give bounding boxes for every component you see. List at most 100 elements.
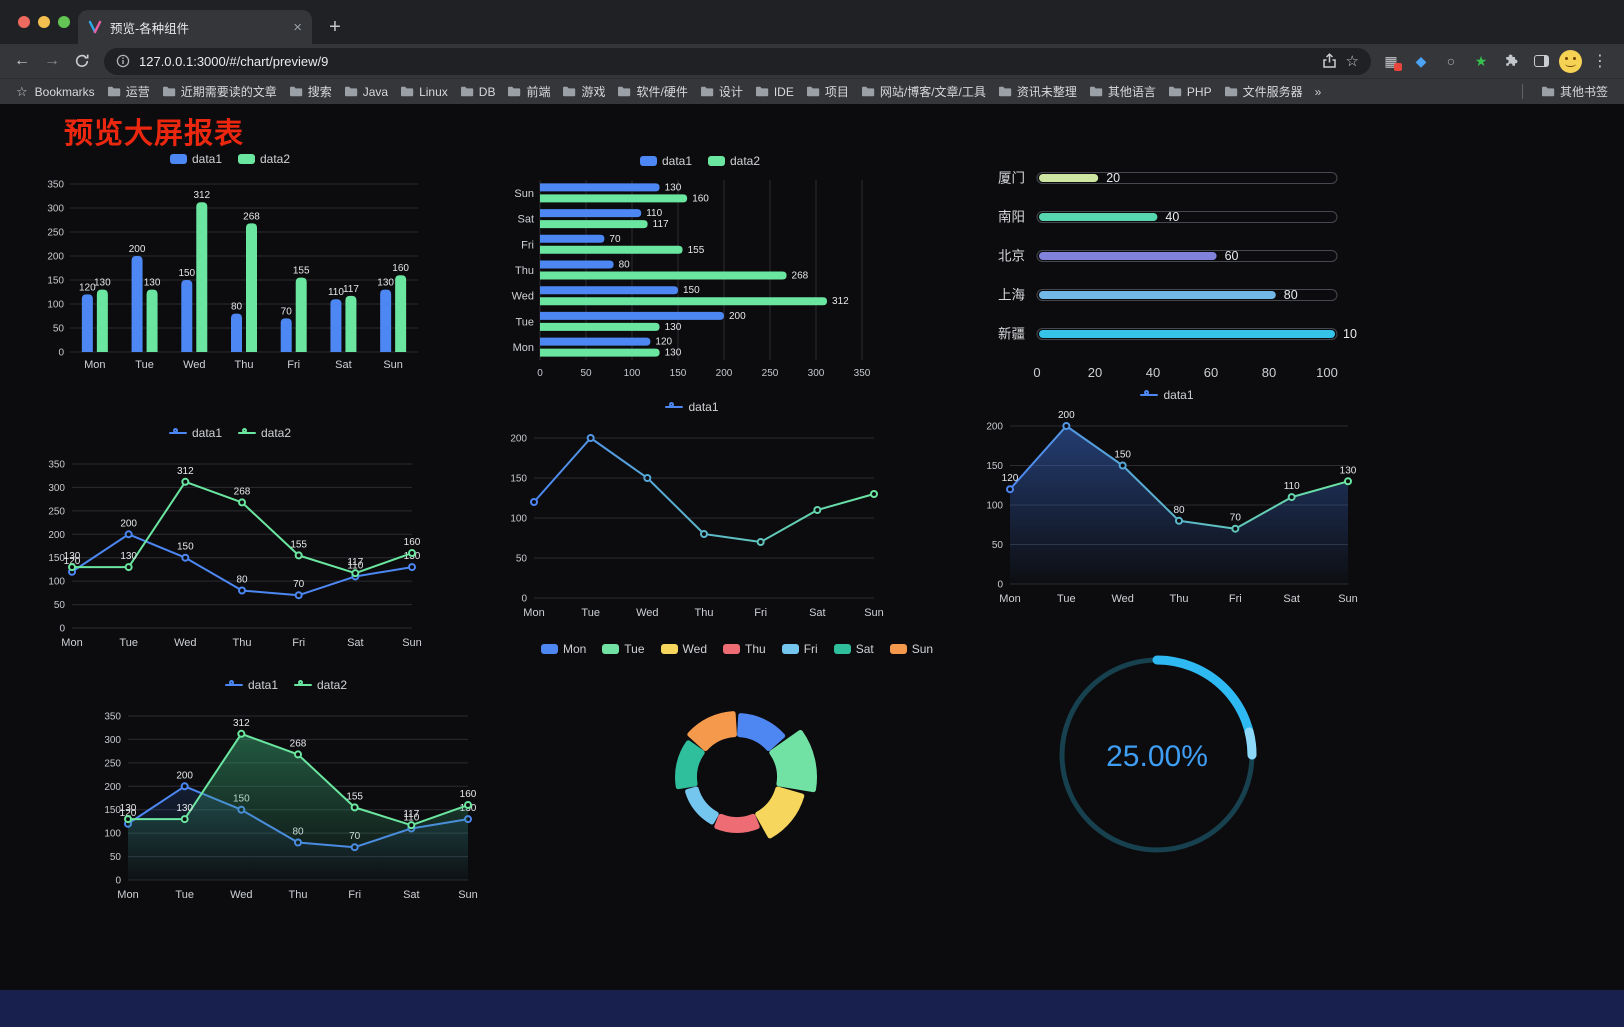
reload-icon[interactable] — [68, 47, 96, 75]
svg-text:厦门: 厦门 — [998, 171, 1025, 186]
legend-item-data1[interactable]: data1 — [665, 400, 719, 414]
svg-text:Sat: Sat — [517, 214, 534, 226]
url-text[interactable]: 127.0.0.1:3000/#/chart/preview/9 — [139, 53, 329, 69]
legend-label: data2 — [730, 154, 761, 168]
new-tab-button[interactable]: + — [329, 15, 341, 38]
bookmark-folder[interactable]: 运营 — [101, 81, 156, 102]
svg-text:300: 300 — [104, 735, 121, 746]
back-icon[interactable]: ← — [14, 52, 30, 69]
bookmark-folder[interactable]: 其他语言 — [1083, 81, 1162, 102]
legend-item-Wed[interactable]: Wed — [660, 642, 707, 656]
bookmark-folder[interactable]: 近期需要读的文章 — [156, 81, 283, 102]
folder-icon — [460, 86, 473, 97]
share-icon[interactable] — [1322, 53, 1337, 69]
svg-text:200: 200 — [104, 782, 121, 793]
bookmark-folder[interactable]: 资讯未整理 — [992, 81, 1083, 102]
svg-text:160: 160 — [692, 193, 709, 204]
bookmarks-manager[interactable]: ☆ Bookmarks — [10, 82, 101, 102]
window-close-button[interactable] — [18, 16, 30, 28]
svg-text:268: 268 — [234, 486, 251, 497]
legend-item-data2[interactable]: data2 — [708, 154, 760, 168]
svg-text:北京: 北京 — [998, 249, 1025, 264]
bookmark-folder[interactable]: DB — [454, 83, 502, 101]
svg-text:250: 250 — [48, 506, 65, 517]
bookmark-folder[interactable]: 网站/博客/文章/工具 — [855, 81, 992, 102]
svg-text:100: 100 — [1343, 327, 1357, 341]
legend-item-Sun[interactable]: Sun — [889, 642, 934, 656]
svg-text:300: 300 — [47, 204, 64, 215]
svg-text:110: 110 — [1284, 481, 1300, 492]
extension-badge — [1394, 63, 1402, 71]
forward-icon[interactable]: → — [44, 52, 60, 69]
bookmark-label: 近期需要读的文章 — [180, 85, 277, 99]
extension-grid-icon[interactable]: ▦ — [1379, 49, 1403, 73]
bookmark-label: 其他语言 — [1107, 85, 1156, 99]
other-bookmarks-folder[interactable]: 其他书签 — [1535, 81, 1614, 102]
legend-item-Mon[interactable]: Mon — [540, 642, 586, 656]
legend-item-Thu[interactable]: Thu — [723, 642, 766, 656]
legend-item-Tue[interactable]: Tue — [602, 642, 645, 656]
legend-item-data1[interactable]: data1 — [224, 678, 278, 692]
svg-text:200: 200 — [716, 368, 733, 379]
legend-label: Sun — [911, 642, 934, 656]
extension-circle-icon[interactable]: ○ — [1446, 53, 1456, 69]
svg-text:Sat: Sat — [335, 359, 352, 371]
svg-text:117: 117 — [343, 284, 359, 295]
svg-text:Tue: Tue — [119, 637, 138, 649]
browser-tab[interactable]: 预览-各种组件 × — [78, 10, 312, 44]
window-zoom-button[interactable] — [58, 16, 70, 28]
bookmark-folder[interactable]: Java — [338, 83, 394, 101]
bookmarks-overflow-chevron[interactable]: » — [1314, 84, 1322, 99]
legend-item-data2[interactable]: data2 — [238, 426, 291, 440]
extension-diamond-icon[interactable]: ◆ — [1415, 52, 1427, 69]
folder-icon — [1224, 86, 1237, 97]
legend-line-marker-icon — [238, 428, 256, 438]
legend-swatch-icon — [169, 154, 187, 164]
profile-avatar[interactable] — [1559, 49, 1582, 73]
sidebar-toggle-icon[interactable] — [1529, 49, 1553, 73]
legend-item-data1[interactable]: data1 — [1140, 388, 1194, 402]
tab-close-icon[interactable]: × — [293, 18, 302, 36]
bookmark-star-icon[interactable]: ☆ — [1345, 53, 1359, 70]
svg-text:Sun: Sun — [458, 889, 478, 901]
legend-item-data1[interactable]: data1 — [169, 152, 222, 166]
svg-text:Fri: Fri — [754, 607, 767, 619]
address-bar[interactable]: 127.0.0.1:3000/#/chart/preview/9 ☆ — [104, 47, 1371, 75]
bookmark-folder[interactable]: PHP — [1162, 83, 1218, 101]
bookmark-label: 资讯未整理 — [1016, 85, 1077, 99]
svg-text:Thu: Thu — [515, 265, 534, 277]
svg-text:100: 100 — [624, 368, 641, 379]
svg-text:200: 200 — [129, 244, 146, 255]
bookmark-folder[interactable]: 软件/硬件 — [611, 81, 693, 102]
legend-item-Sat[interactable]: Sat — [833, 642, 874, 656]
bookmark-folder[interactable]: 文件服务器 — [1218, 81, 1309, 102]
svg-text:155: 155 — [293, 266, 310, 277]
site-info-icon[interactable] — [116, 54, 130, 68]
two-series-line-chart: data1 data2 0 50 100 150 200 250 300 350 Mon Tue Wed… — [34, 422, 426, 654]
legend-item-data2[interactable]: data2 — [238, 152, 290, 166]
folder-icon — [289, 86, 302, 97]
bookmark-folder[interactable]: IDE — [749, 83, 800, 101]
bookmark-label: 前端 — [526, 85, 551, 99]
extension-star-icon[interactable]: ★ — [1474, 52, 1488, 69]
bookmark-folder[interactable]: 游戏 — [556, 81, 611, 102]
bookmark-folder[interactable]: 搜索 — [283, 81, 338, 102]
legend-item-data1[interactable]: data1 — [639, 154, 692, 168]
svg-text:70: 70 — [609, 234, 621, 245]
bookmark-folder[interactable]: 前端 — [501, 81, 556, 102]
browser-menu-icon[interactable]: ⋮ — [1592, 53, 1608, 70]
legend-label: data1 — [191, 152, 222, 166]
bookmark-folder[interactable]: 项目 — [800, 81, 855, 102]
legend-item-data2[interactable]: data2 — [294, 678, 347, 692]
bookmark-folder[interactable]: Linux — [394, 83, 454, 101]
window-minimize-button[interactable] — [38, 16, 50, 28]
svg-text:300: 300 — [48, 483, 65, 494]
svg-text:0: 0 — [1033, 365, 1040, 380]
extension-puzzle-icon[interactable] — [1499, 49, 1523, 73]
bookmark-folder[interactable]: 设计 — [694, 81, 749, 102]
svg-text:40: 40 — [1146, 365, 1160, 380]
legend-item-Fri[interactable]: Fri — [781, 642, 818, 656]
svg-text:117: 117 — [347, 557, 363, 568]
legend-item-data1[interactable]: data1 — [168, 426, 222, 440]
folder-icon — [162, 86, 175, 97]
